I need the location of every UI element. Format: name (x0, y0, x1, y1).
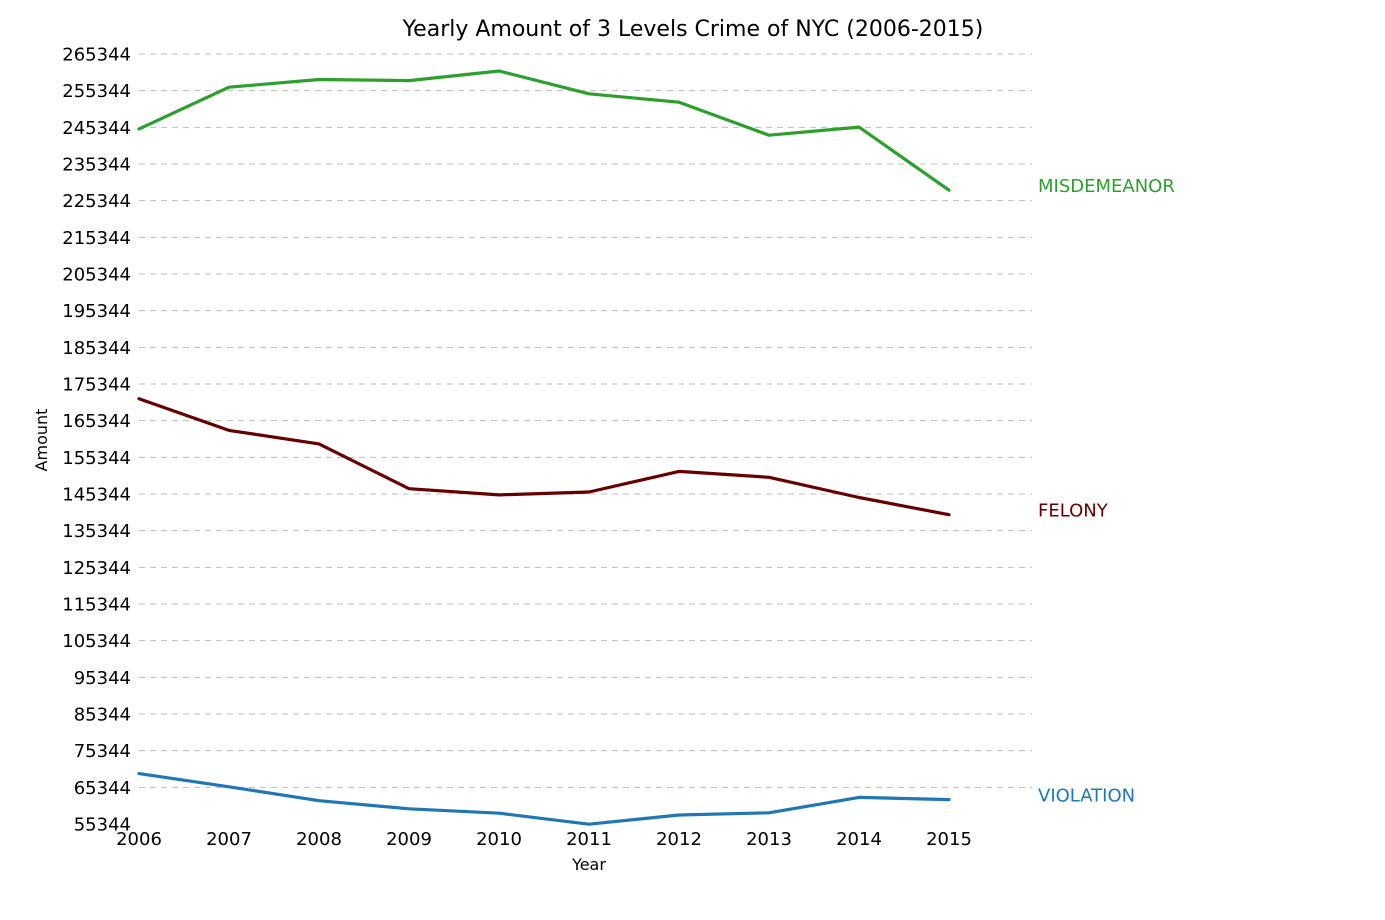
x-tick-label: 2009 (386, 829, 432, 850)
y-tick-label: 185344 (62, 338, 131, 359)
series-line-violation (137, 771, 951, 826)
y-tick-label: 105344 (62, 631, 131, 652)
x-tick-label: 2013 (746, 829, 792, 850)
y-tick-label: 235344 (62, 155, 131, 176)
y-tick-label: 175344 (62, 375, 131, 396)
x-tick-label: 2011 (566, 829, 612, 850)
y-tick-label: 85344 (74, 705, 131, 726)
x-tick-label: 2010 (476, 829, 522, 850)
y-tick-label: 205344 (62, 265, 131, 286)
y-tick-label: 215344 (62, 228, 131, 249)
y-tick-label: 255344 (62, 81, 131, 102)
y-tick-label: 65344 (74, 778, 131, 799)
y-tick-label: 145344 (62, 485, 131, 506)
grid-lines (139, 53, 1032, 788)
y-axis-ticks: 55344 65344 75344 85344 95344 105344 115344 125… (62, 45, 131, 836)
x-tick-label: 2015 (926, 829, 972, 850)
y-tick-label: 165344 (62, 411, 131, 432)
x-axis-label: Year (571, 855, 606, 874)
y-tick-label: 195344 (62, 301, 131, 322)
x-tick-label: 2014 (836, 829, 882, 850)
x-tick-label: 2007 (206, 829, 252, 850)
y-tick-label: 225344 (62, 191, 131, 212)
x-tick-label: 2012 (656, 829, 702, 850)
series-labels: MISDEMEANOR FELONY VIOLATION (1038, 176, 1175, 806)
series-label-violation: VIOLATION (1038, 786, 1135, 807)
y-tick-label: 135344 (62, 521, 131, 542)
y-tick-label: 125344 (62, 558, 131, 579)
y-tick-label: 245344 (62, 118, 131, 139)
y-tick-label: 55344 (74, 815, 131, 836)
y-tick-label: 75344 (74, 741, 131, 762)
series-label-misdemeanor: MISDEMEANOR (1038, 176, 1175, 197)
series-label-felony: FELONY (1038, 501, 1109, 522)
y-tick-label: 95344 (74, 668, 131, 689)
y-tick-label: 265344 (62, 45, 131, 66)
series-lines (137, 69, 951, 826)
x-tick-label: 2008 (296, 829, 342, 850)
series-line-misdemeanor (137, 69, 951, 192)
y-axis-label: Amount (32, 409, 51, 472)
chart-title: Yearly Amount of 3 Levels Crime of NYC (… (402, 17, 984, 42)
y-tick-label: 155344 (62, 448, 131, 469)
series-line-felony (137, 397, 951, 517)
x-axis-ticks: 2006 2007 2008 2009 2010 2011 2012 2013 2014 2015 (116, 829, 972, 850)
x-tick-label: 2006 (116, 829, 162, 850)
y-tick-label: 115344 (62, 595, 131, 616)
